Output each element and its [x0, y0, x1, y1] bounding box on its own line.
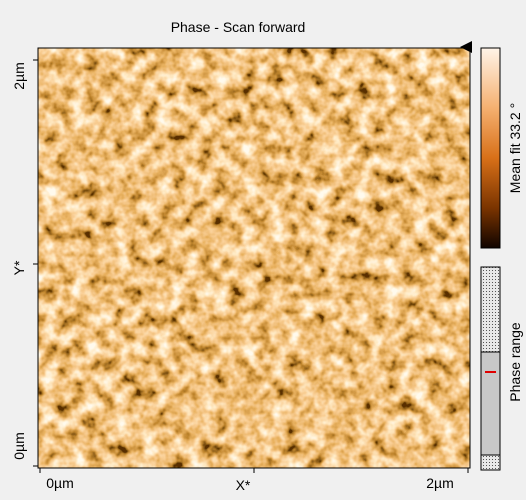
page: {"title": "Phase - Scan forward", "image…	[0, 0, 526, 495]
x-axis-start: 0µm	[46, 475, 74, 491]
title: Phase - Scan forward	[171, 19, 306, 35]
colorbar-label: Mean fit 33.2 °	[507, 103, 523, 193]
afm-view: Phase - Scan forward 2µm Y* 0µm 0µm X* 2…	[0, 0, 526, 495]
x-axis-label: X*	[236, 477, 251, 493]
range-label: Phase range	[507, 322, 523, 402]
colorbar	[481, 48, 500, 248]
x-axis-end: 2µm	[426, 475, 454, 491]
y-axis-end: 2µm	[11, 62, 27, 90]
range-out-top	[482, 268, 500, 353]
y-axis-label: Y*	[11, 260, 27, 275]
phase-image	[38, 48, 470, 468]
y-axis-start: 0µm	[11, 432, 27, 460]
range-out-bottom	[482, 455, 500, 470]
